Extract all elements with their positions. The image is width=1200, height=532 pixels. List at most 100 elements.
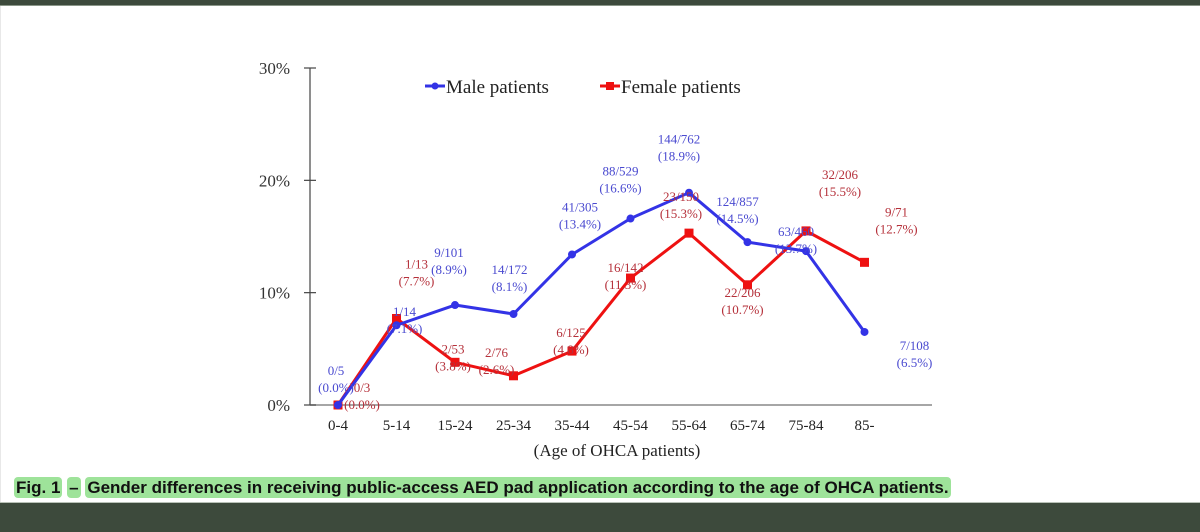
data-label-count: 144/762 bbox=[658, 132, 701, 147]
data-point-marker bbox=[451, 301, 459, 310]
x-tick-label: 65-74 bbox=[730, 418, 765, 434]
male-data-label: 1/14 (7.1%) bbox=[387, 304, 423, 336]
data-point-marker bbox=[860, 257, 869, 267]
data-label-count: 0/3 bbox=[354, 380, 371, 395]
male-data-label: 88/529 (16.6%) bbox=[599, 164, 641, 196]
data-label-count: 23/150 bbox=[663, 189, 699, 204]
y-tick-label: 30% bbox=[259, 59, 290, 78]
data-point-marker bbox=[392, 314, 401, 324]
data-label-percent: (0.0%) bbox=[344, 397, 380, 412]
top-window-bar bbox=[0, 0, 1200, 6]
figure-caption: Fig. 1 – Gender differences in receiving… bbox=[14, 477, 951, 498]
data-label-percent: (10.7%) bbox=[721, 302, 763, 317]
data-label-count: 14/172 bbox=[491, 262, 527, 277]
legend-marker bbox=[606, 82, 614, 90]
legend: Male patients Female patients bbox=[425, 77, 741, 98]
data-label-count: 9/101 bbox=[434, 245, 464, 260]
x-tick-label: 75-84 bbox=[789, 418, 824, 434]
y-tick-label: 10% bbox=[259, 284, 290, 303]
female-data-label: 9/71 (12.7%) bbox=[875, 204, 917, 236]
data-point-marker bbox=[626, 273, 635, 283]
male-data-label: 63/460 (13.7%) bbox=[775, 224, 817, 256]
data-label-percent: (0.0%) bbox=[318, 380, 354, 395]
data-point-marker bbox=[450, 357, 460, 367]
data-label-count: 1/14 bbox=[393, 304, 417, 319]
axes: 0% 10% 20% 30% 0-4 5-14 15-24 25-34 35-44 45-54 55… bbox=[259, 59, 932, 434]
data-label-count: 1/13 bbox=[405, 257, 428, 272]
male-data-label: 41/305 (13.4%) bbox=[559, 199, 601, 231]
y-tick-label: 0% bbox=[267, 396, 290, 415]
x-tick-label: 15-24 bbox=[438, 418, 473, 434]
legend-label: Male patients bbox=[446, 77, 549, 98]
female-data-label: 32/206 (15.5%) bbox=[819, 167, 861, 199]
data-label-count: 32/206 bbox=[822, 167, 859, 182]
data-label-percent: (4.8%) bbox=[553, 342, 589, 357]
data-label-percent: (15.5%) bbox=[819, 184, 861, 199]
data-label-percent: (15.3%) bbox=[660, 206, 702, 221]
legend-item-male: Male patients bbox=[425, 77, 549, 98]
caption-text: Gender differences in receiving public-a… bbox=[85, 477, 951, 498]
page-edge bbox=[0, 6, 1, 502]
x-tick-label: 55-64 bbox=[672, 418, 707, 434]
data-label-percent: (2.6%) bbox=[479, 362, 515, 377]
male-data-label: 0/5 (0.0%) bbox=[318, 363, 354, 395]
data-label-count: 2/53 bbox=[441, 341, 464, 356]
data-label-count: 6/125 bbox=[556, 325, 586, 340]
female-data-label: 6/125 (4.8%) bbox=[553, 325, 589, 357]
data-label-percent: (11.3%) bbox=[605, 277, 647, 292]
female-data-label: 16/142 (11.3%) bbox=[605, 260, 647, 292]
x-tick-label: 25-34 bbox=[496, 418, 531, 434]
data-label-count: 41/305 bbox=[562, 199, 598, 214]
x-tick-label: 45-54 bbox=[613, 418, 648, 434]
data-label-count: 9/71 bbox=[885, 204, 908, 219]
male-data-label: 7/108 (6.5%) bbox=[897, 338, 933, 370]
data-label-percent: (6.5%) bbox=[897, 355, 933, 370]
male-data-label: 14/172 (8.1%) bbox=[491, 262, 527, 294]
data-label-count: 0/5 bbox=[328, 363, 345, 378]
data-label-percent: (8.1%) bbox=[492, 279, 528, 294]
female-data-label: 0/3 (0.0%) bbox=[344, 380, 380, 412]
figure-label: Fig. 1 bbox=[14, 477, 63, 498]
data-point-marker bbox=[860, 327, 869, 336]
data-point-marker bbox=[568, 250, 576, 259]
bottom-window-bar bbox=[0, 502, 1200, 532]
data-label-percent: (16.6%) bbox=[599, 181, 641, 196]
data-label-count: 63/460 bbox=[778, 224, 814, 239]
data-point-marker bbox=[802, 247, 810, 256]
data-point-marker bbox=[567, 346, 577, 356]
female-data-label: 22/206 (10.7%) bbox=[721, 285, 763, 317]
data-point-marker bbox=[743, 238, 752, 247]
y-tick-label: 20% bbox=[259, 171, 290, 190]
data-point-marker bbox=[801, 226, 811, 236]
data-point-marker bbox=[685, 188, 693, 197]
female-data-label: 23/150 (15.3%) bbox=[660, 189, 702, 221]
data-point-marker bbox=[626, 214, 635, 223]
legend-label: Female patients bbox=[621, 77, 741, 98]
data-label-percent: (13.7%) bbox=[775, 241, 817, 256]
series-line bbox=[336, 229, 866, 406]
data-label-count: 7/108 bbox=[900, 338, 930, 353]
data-point-marker bbox=[334, 401, 342, 409]
x-tick-label: 35-44 bbox=[555, 418, 590, 434]
male-data-label: 144/762 (18.9%) bbox=[658, 132, 701, 164]
point-labels: 0/5 (0.0%) 1/14 (7.1%) 9/101 (8.9%) 14/172 (8.1… bbox=[318, 132, 932, 412]
data-label-count: 16/142 bbox=[607, 260, 643, 275]
female-data-label: 2/53 (3.8%) bbox=[435, 341, 471, 373]
caption-dash: – bbox=[67, 477, 81, 498]
series-lines bbox=[333, 188, 869, 410]
data-label-count: 124/857 bbox=[716, 194, 759, 209]
data-label-count: 22/206 bbox=[724, 285, 761, 300]
data-label-percent: (8.9%) bbox=[431, 262, 467, 277]
x-tick-label: 0-4 bbox=[328, 418, 348, 434]
data-label-percent: (12.7%) bbox=[875, 221, 917, 236]
male-data-label: 124/857 (14.5%) bbox=[716, 194, 759, 226]
data-label-count: 2/76 bbox=[485, 345, 509, 360]
data-point-marker bbox=[743, 280, 752, 290]
data-label-percent: (14.5%) bbox=[716, 211, 758, 226]
data-point-marker bbox=[392, 321, 401, 330]
data-label-percent: (18.9%) bbox=[658, 149, 700, 164]
x-tick-label: 5-14 bbox=[383, 418, 411, 434]
female-data-label: 1/13 (7.7%) bbox=[399, 257, 435, 289]
data-point-marker bbox=[509, 310, 518, 319]
